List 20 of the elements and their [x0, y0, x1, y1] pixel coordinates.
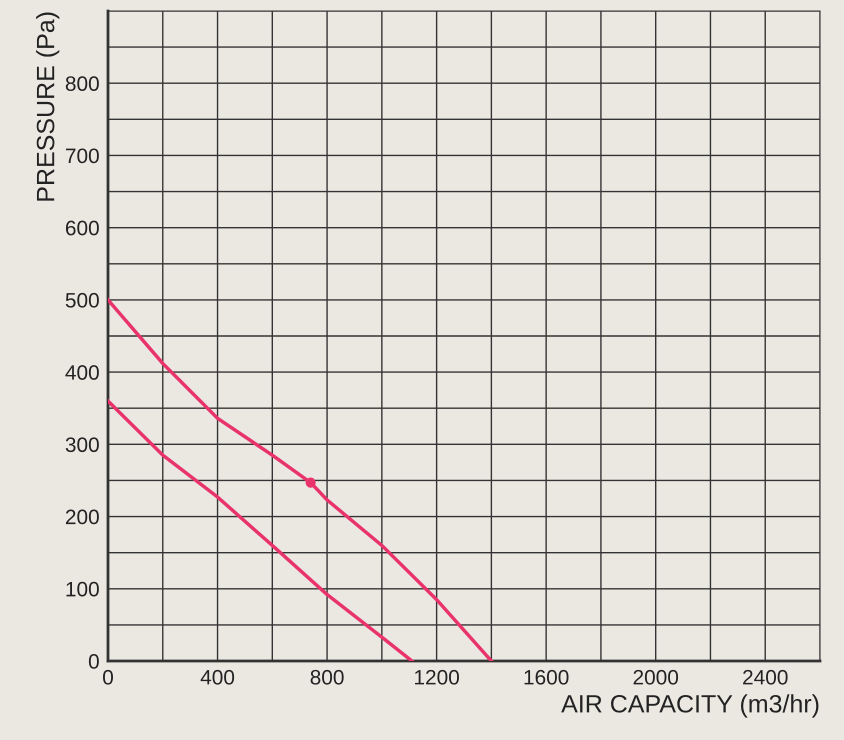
- y-tick-label: 600: [66, 220, 99, 236]
- y-tick-label: 100: [66, 582, 99, 597]
- x-tick-label: 800: [310, 670, 344, 685]
- x-tick-label: 1600: [524, 670, 569, 685]
- y-tick-label: 200: [66, 510, 99, 524]
- y-tick-label: 500: [66, 292, 99, 308]
- y-axis-title: PRESSURE (Pa): [36, 12, 60, 201]
- x-tick-label: 400: [200, 670, 234, 685]
- line-series: [108, 399, 414, 661]
- y-tick-label: 800: [66, 76, 99, 91]
- y-tick-label: 400: [65, 365, 99, 380]
- line-series: [108, 298, 494, 661]
- x-tick-label: 2000: [634, 670, 678, 685]
- y-tick-label: 700: [66, 148, 99, 164]
- y-tick-label: 300: [66, 437, 99, 452]
- x-tick-label: 0: [103, 670, 113, 685]
- x-tick-label: 1200: [415, 670, 459, 685]
- y-tick-label: 0: [88, 654, 99, 669]
- x-tick-label: 2400: [743, 670, 788, 685]
- x-axis-title: AIR CAPACITY (m3/hr): [561, 694, 818, 718]
